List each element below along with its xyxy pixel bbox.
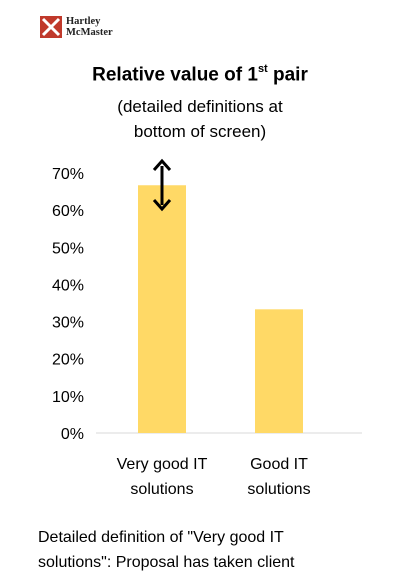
- logo-mark-icon: [40, 16, 62, 38]
- bar-chart: 0% 10% 20% 30% 40% 50% 60% 70% Very good IT solut…: [52, 158, 362, 498]
- chart-title: Relative value of 1st pair: [0, 63, 400, 86]
- definition-line1: Detailed definition of "Very good IT: [38, 529, 284, 546]
- arrow-head-down-icon: [152, 199, 172, 212]
- y-tick-label: 60%: [52, 203, 84, 220]
- x-category-label: solutions: [247, 481, 310, 498]
- logo-line2: McMaster: [66, 27, 113, 38]
- subtitle-line1: (detailed definitions at: [117, 97, 283, 116]
- x-category-label: solutions: [130, 481, 193, 498]
- y-tick-label: 30%: [52, 315, 84, 332]
- bar: [255, 309, 303, 433]
- y-tick-label: 10%: [52, 389, 84, 406]
- y-tick-label: 40%: [52, 277, 84, 294]
- x-category-label: Good IT: [250, 456, 308, 473]
- y-tick-label: 70%: [52, 166, 84, 183]
- chart-title-tail: pair: [267, 64, 308, 86]
- chart-subtitle: (detailed definitions at bottom of scree…: [0, 94, 400, 144]
- logo: Hartley McMaster: [40, 16, 113, 38]
- bar: [138, 185, 186, 433]
- logo-line1: Hartley: [66, 16, 101, 27]
- x-category-label: Very good IT: [117, 456, 208, 473]
- definition-text: Detailed definition of "Very good IT sol…: [38, 525, 398, 575]
- logo-text: Hartley McMaster: [66, 16, 113, 38]
- y-tick-label: 0%: [61, 426, 84, 443]
- definition-line2: solutions": Proposal has taken client: [38, 554, 295, 571]
- y-tick-label: 50%: [52, 240, 84, 257]
- chart-title-sup: st: [257, 63, 268, 75]
- subtitle-line2: bottom of screen): [133, 122, 267, 141]
- chart-title-main: Relative value of 1: [92, 64, 258, 86]
- y-tick-label: 20%: [52, 352, 84, 369]
- arrow-head-up-icon: [152, 158, 172, 171]
